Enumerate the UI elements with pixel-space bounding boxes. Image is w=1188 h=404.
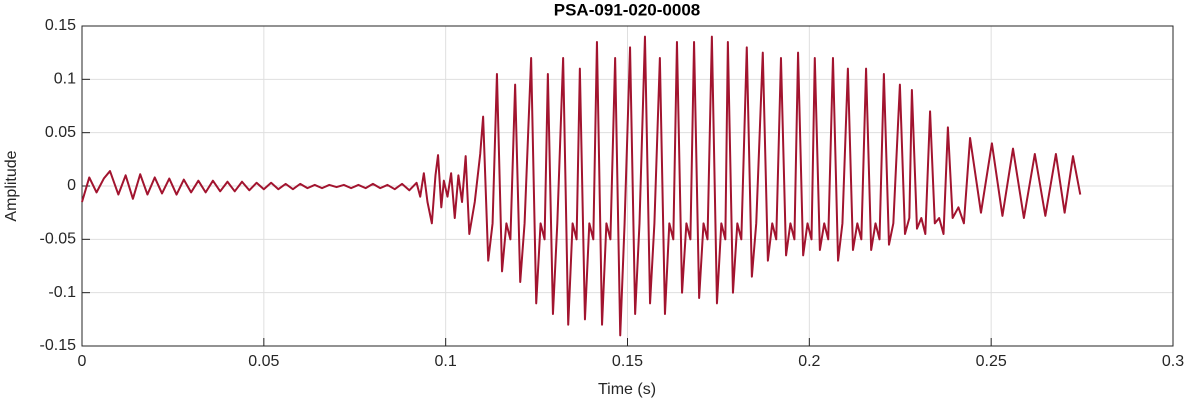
signal-line xyxy=(81,35,1082,337)
y-axis-label: Amplitude xyxy=(3,150,20,221)
y-tick-label: 0 xyxy=(67,177,76,194)
y-tick-label: 0.15 xyxy=(45,17,76,34)
x-axis-label: Time (s) xyxy=(598,381,656,398)
y-tick-label: -0.05 xyxy=(40,231,77,248)
plot-frame xyxy=(81,25,1174,347)
y-tick-label: -0.1 xyxy=(48,284,76,301)
y-tick-label: 0.05 xyxy=(45,124,76,141)
y-tick-label: -0.15 xyxy=(40,337,77,354)
x-tick-label: 0.1 xyxy=(435,353,457,370)
x-tick-label: 0.05 xyxy=(248,353,279,370)
x-tick-label: 0.2 xyxy=(798,353,820,370)
x-tick-label: 0 xyxy=(78,353,87,370)
x-tick-label: 0.25 xyxy=(976,353,1007,370)
x-tick-label: 0.15 xyxy=(612,353,643,370)
x-tick-label: 0.3 xyxy=(1162,353,1184,370)
chart-title: PSA-091-020-0008 xyxy=(554,0,700,19)
y-tick-label: 0.1 xyxy=(54,71,76,88)
